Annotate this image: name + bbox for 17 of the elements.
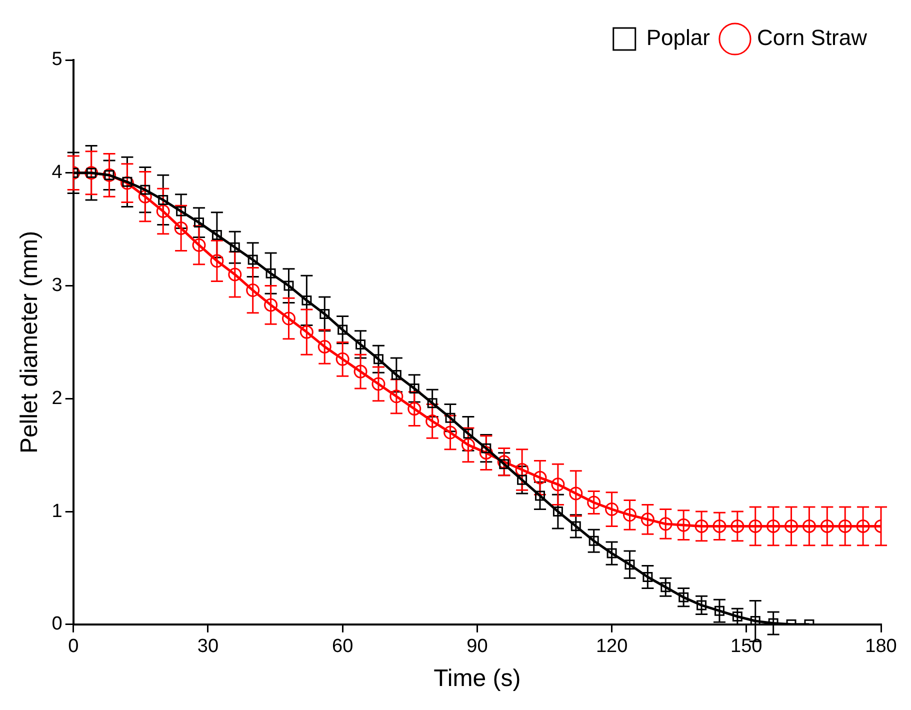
y-tick-label: 1 — [52, 500, 62, 522]
y-axis-title: Pellet diameter (mm) — [16, 230, 44, 454]
x-tick-label: 150 — [730, 636, 762, 658]
y-tick-label: 5 — [52, 49, 62, 70]
x-tick-label: 120 — [596, 636, 628, 658]
x-tick-label: 0 — [68, 636, 79, 658]
y-tick-label: 2 — [52, 388, 62, 409]
y-tick-label: 0 — [52, 614, 62, 635]
y-tick-label: 4 — [52, 162, 63, 184]
x-tick-label: 180 — [865, 636, 897, 658]
x-axis-title: Time (s) — [434, 665, 521, 692]
x-tick-label: 90 — [466, 636, 488, 658]
legend-label: Poplar — [646, 25, 710, 50]
y-tick-label: 3 — [52, 274, 62, 296]
legend-label: Corn Straw — [756, 25, 868, 50]
x-tick-label: 30 — [197, 636, 219, 658]
x-tick-label: 60 — [332, 636, 354, 658]
